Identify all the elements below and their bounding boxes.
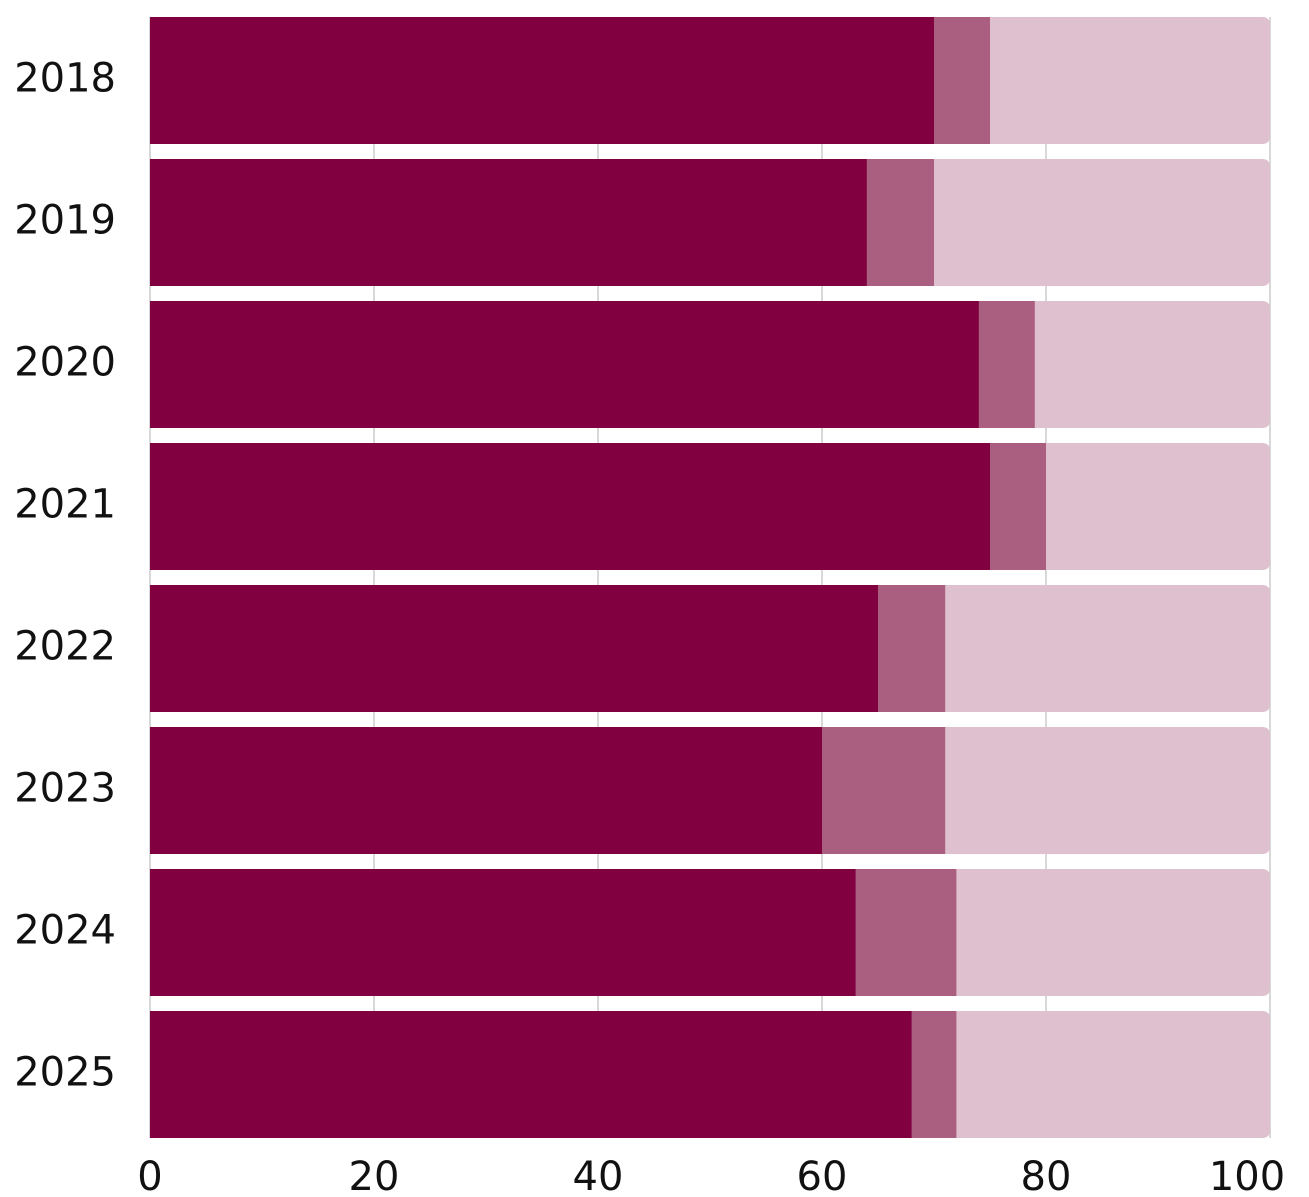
- x-tick-label: 60: [797, 1154, 848, 1193]
- bar-segment: [150, 159, 868, 286]
- bar-segment: [150, 869, 857, 996]
- x-axis-ticks: 0 20 40 60 80 100: [137, 1154, 1285, 1197]
- bar-segment: [150, 301, 980, 428]
- bar-segment: [956, 1011, 1270, 1138]
- bar-segment: [150, 17, 935, 144]
- bar-segment: [978, 301, 1036, 428]
- category-label: 2022: [14, 624, 116, 670]
- x-tick-label: 80: [1021, 1154, 1072, 1193]
- bar-segment: [956, 869, 1270, 996]
- category-label: 2018: [14, 56, 116, 102]
- category-labels: 2018 2019 2020 2021 2022 2023 2024 2025: [14, 56, 116, 1096]
- bar-segment: [855, 869, 957, 996]
- category-label: 2021: [14, 482, 116, 528]
- bar-segment: [1046, 443, 1270, 570]
- bar-segment: [911, 1011, 957, 1138]
- bar-segment: [150, 443, 991, 570]
- category-label: 2024: [14, 908, 116, 954]
- category-label: 2025: [14, 1050, 116, 1096]
- bar-segment: [945, 727, 1270, 854]
- bar-segment: [990, 17, 1270, 144]
- bar-segment: [150, 1011, 913, 1138]
- category-label: 2023: [14, 766, 116, 812]
- category-label: 2020: [14, 340, 116, 386]
- bar-segment: [945, 585, 1270, 712]
- bar-segment: [934, 17, 991, 144]
- bar-segment: [934, 159, 1270, 286]
- bar-segment: [866, 159, 935, 286]
- x-tick-label: 0: [137, 1154, 162, 1193]
- bar-segment: [990, 443, 1047, 570]
- bar-segment: [878, 585, 946, 712]
- bar-segment: [150, 727, 823, 854]
- bar-segment: [1034, 301, 1270, 428]
- x-tick-label: 40: [573, 1154, 624, 1193]
- x-tick-label: 100: [1209, 1154, 1285, 1193]
- bars: [150, 17, 1270, 1138]
- category-label: 2019: [14, 198, 116, 244]
- bar-segment: [150, 585, 879, 712]
- bar-segment: [822, 727, 946, 854]
- x-tick-label: 20: [349, 1154, 400, 1193]
